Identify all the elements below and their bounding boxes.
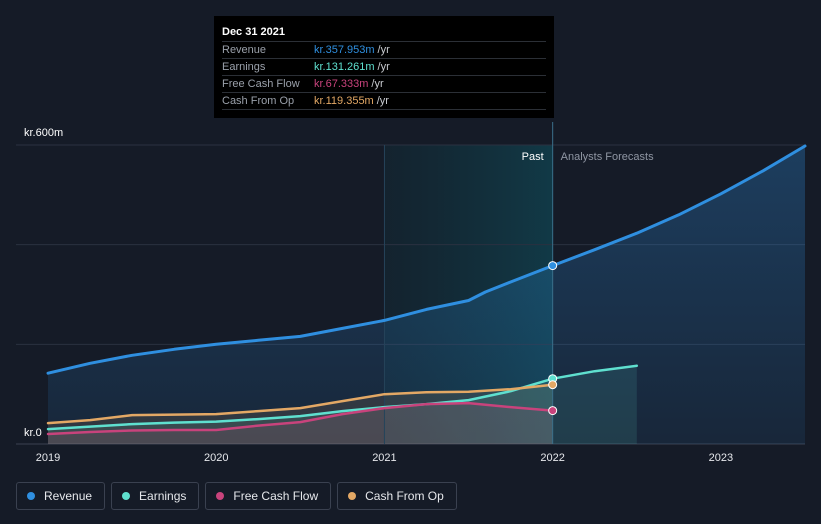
tooltip: Dec 31 2021 Revenue kr.357.953m /yr Earn… (214, 16, 554, 118)
tooltip-label: Free Cash Flow (222, 78, 300, 90)
y-tick-label: kr.0 (24, 427, 42, 439)
legend-item-free-cash-flow[interactable]: Free Cash Flow (205, 482, 332, 510)
earnings-area (48, 365, 637, 444)
forecast-label: Analysts Forecasts (561, 151, 654, 163)
y-tick-label: kr.600m (24, 127, 63, 139)
tooltip-date: Dec 31 2021 (222, 26, 285, 38)
legend-label: Cash From Op (365, 489, 444, 503)
x-tick-label: 2020 (204, 452, 228, 464)
legend-item-cash-from-op[interactable]: Cash From Op (337, 482, 457, 510)
free-cash-flow-highlight-point (548, 406, 558, 416)
tooltip-row-free-cash-flow: Free Cash Flow kr.67.333m /yr (222, 75, 546, 92)
legend-label: Revenue (44, 489, 93, 503)
legend: Revenue Earnings Free Cash Flow Cash Fro… (16, 482, 457, 510)
tooltip-value: kr.131.261m (314, 61, 375, 73)
tooltip-value: kr.357.953m (314, 44, 375, 56)
tooltip-unit: /yr (376, 95, 389, 107)
past-label: Past (522, 151, 544, 163)
cash-from-op-dot-icon (348, 492, 357, 500)
axis-labels: 2019 2020 2021 2022 2023 kr.600m kr.0 (24, 127, 733, 464)
revenue-highlight-point (548, 261, 558, 271)
tooltip-unit: /yr (371, 78, 384, 90)
tooltip-label: Earnings (222, 61, 266, 73)
free-cash-flow-area (48, 403, 553, 444)
highlight-markers (548, 261, 558, 416)
legend-item-earnings[interactable]: Earnings (111, 482, 200, 510)
x-tick-label: 2023 (709, 452, 733, 464)
x-tick-label: 2019 (36, 452, 60, 464)
free-cash-flow-line (46, 401, 554, 436)
tooltip-label: Revenue (222, 44, 267, 56)
legend-item-revenue[interactable]: Revenue (16, 482, 106, 510)
earnings-line (46, 364, 639, 431)
tooltip-value: kr.119.355m (314, 95, 374, 107)
legend-label: Free Cash Flow (233, 489, 319, 503)
tooltip-label: Cash From Op (222, 95, 295, 107)
legend-label: Earnings (139, 489, 187, 503)
x-tick-label: 2022 (540, 452, 564, 464)
tooltip-row-revenue: Revenue kr.357.953m /yr (222, 41, 546, 58)
tooltip-unit: /yr (377, 44, 390, 56)
revenue-line (46, 144, 807, 375)
free-cash-flow-dot-icon (216, 492, 225, 500)
tooltip-row-cash-from-op: Cash From Op kr.119.355m /yr (222, 92, 546, 110)
x-tick-label: 2021 (372, 452, 396, 464)
earnings-dot-icon (122, 492, 131, 500)
tooltip-value: kr.67.333m (314, 78, 369, 90)
series-lines (46, 144, 807, 436)
tooltip-row-earnings: Earnings kr.131.261m /yr (222, 58, 546, 75)
cash-from-op-highlight-point (548, 380, 558, 390)
tooltip-unit: /yr (377, 61, 390, 73)
revenue-dot-icon (27, 492, 35, 500)
cash-from-op-line (46, 383, 554, 425)
